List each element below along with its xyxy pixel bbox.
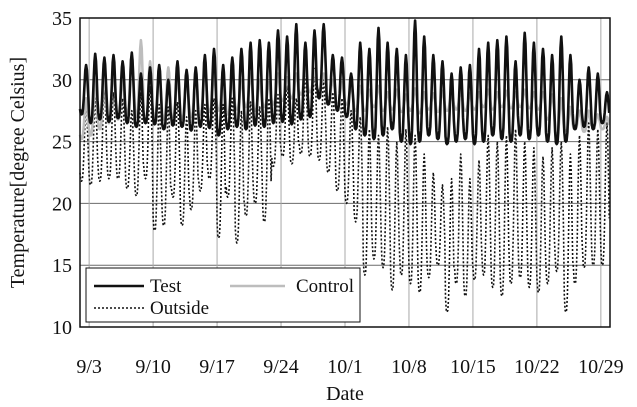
legend-label-control: Control (296, 276, 354, 297)
y-tick-label: 10 (52, 317, 72, 339)
y-tick-label: 20 (52, 193, 72, 215)
y-tick-label: 25 (52, 132, 72, 154)
y-tick-label: 35 (52, 8, 72, 30)
x-tick-label: 9/17 (199, 356, 235, 378)
x-tick-label: 10/8 (391, 356, 427, 378)
y-axis-label: Temperature[degree Celsius] (7, 57, 29, 288)
series-line-outside (79, 66, 610, 313)
legend-label-outside: Outside (150, 298, 209, 319)
x-axis-label: Date (326, 383, 364, 405)
legend: Test Control Outside (85, 267, 361, 323)
x-axis-ticks: 9/3 9/10 9/17 9/24 10/1 10/8 10/15 10/22 10/29 (76, 356, 623, 378)
legend-box (85, 267, 361, 323)
x-tick-label: 9/10 (135, 356, 171, 378)
x-tick-label: 10/22 (514, 356, 560, 378)
x-tick-label: 9/3 (76, 356, 102, 378)
series-line-test (78, 19, 611, 146)
y-tick-label: 15 (52, 255, 72, 277)
x-tick-label: 10/1 (327, 356, 363, 378)
x-tick-label: 10/29 (578, 356, 624, 378)
y-tick-label: 30 (52, 70, 72, 92)
legend-label-test: Test (150, 276, 182, 297)
x-tick-label: 10/15 (450, 356, 496, 378)
plot-frame (79, 17, 611, 328)
y-axis-ticks: 10 15 20 25 30 35 (52, 8, 72, 339)
x-tick-label: 9/24 (263, 356, 299, 378)
plot-area (78, 19, 611, 313)
